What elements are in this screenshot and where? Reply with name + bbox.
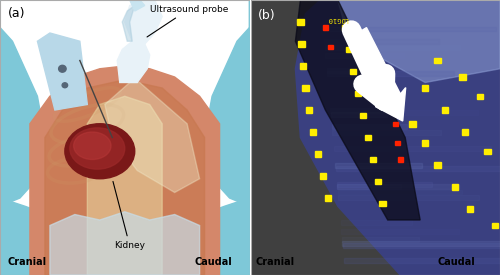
Bar [460, 74, 466, 80]
Bar [434, 58, 441, 63]
Polygon shape [105, 82, 200, 192]
Bar [323, 25, 328, 30]
Bar [342, 243, 500, 248]
Bar [462, 129, 468, 135]
Bar [330, 110, 478, 115]
Polygon shape [174, 198, 250, 275]
Bar [324, 195, 331, 201]
Bar [344, 258, 500, 263]
Ellipse shape [58, 65, 66, 72]
Bar [484, 148, 491, 154]
Bar [332, 130, 441, 135]
Text: Cranial: Cranial [8, 257, 46, 267]
Bar [422, 85, 428, 91]
Ellipse shape [62, 83, 68, 88]
Bar [360, 113, 366, 118]
Bar [338, 195, 479, 200]
Bar [297, 19, 304, 25]
Bar [324, 45, 460, 50]
Bar [326, 68, 387, 73]
Bar [342, 229, 459, 234]
Polygon shape [122, 6, 134, 41]
Polygon shape [296, 0, 500, 275]
Ellipse shape [70, 128, 125, 169]
Bar [327, 71, 454, 76]
Bar [334, 146, 492, 151]
Bar [336, 166, 500, 171]
Ellipse shape [65, 124, 134, 179]
Bar [326, 53, 404, 58]
Bar [320, 173, 326, 179]
Bar [398, 157, 402, 162]
Bar [340, 221, 412, 225]
Text: Caudal: Caudal [438, 257, 476, 267]
Bar [342, 241, 500, 246]
Bar [380, 201, 386, 206]
Polygon shape [204, 0, 250, 206]
Text: Ultrasound probe: Ultrasound probe [147, 5, 228, 37]
Bar [364, 135, 371, 140]
Ellipse shape [74, 132, 111, 160]
Bar [374, 179, 381, 184]
Text: Cranial: Cranial [256, 257, 294, 267]
Bar [337, 182, 432, 187]
Text: Kidney: Kidney [113, 182, 145, 250]
Bar [422, 140, 428, 146]
Bar [392, 122, 398, 126]
Polygon shape [30, 66, 220, 275]
Bar [323, 26, 496, 31]
Bar [324, 40, 439, 45]
Bar [302, 85, 308, 91]
Bar [346, 47, 352, 52]
Bar [306, 107, 312, 113]
Bar [395, 141, 400, 145]
Bar [314, 151, 321, 157]
Bar [467, 206, 473, 212]
Bar [332, 124, 407, 129]
Polygon shape [50, 212, 200, 275]
Text: (b): (b) [258, 9, 276, 22]
Bar [331, 112, 387, 117]
Bar [354, 91, 361, 96]
Bar [452, 184, 458, 190]
Polygon shape [88, 96, 162, 275]
Text: Caudal: Caudal [194, 257, 232, 267]
Text: (a): (a) [8, 7, 25, 20]
FancyArrow shape [349, 28, 406, 121]
Polygon shape [38, 33, 88, 110]
Bar [336, 163, 422, 168]
Bar [350, 69, 356, 74]
Bar [477, 94, 484, 99]
Polygon shape [125, 0, 162, 44]
Bar [370, 157, 376, 162]
Polygon shape [0, 0, 45, 206]
Bar [410, 121, 416, 126]
Bar [310, 129, 316, 135]
Polygon shape [338, 0, 500, 82]
Bar [298, 41, 305, 47]
Polygon shape [45, 80, 204, 275]
Text: LOG10: LOG10 [327, 16, 348, 22]
Polygon shape [296, 0, 420, 220]
Bar [328, 45, 333, 49]
Bar [338, 189, 462, 194]
Bar [442, 107, 448, 113]
Bar [434, 162, 441, 168]
Bar [342, 25, 348, 30]
Bar [337, 184, 400, 189]
Bar [330, 108, 400, 112]
Polygon shape [130, 0, 144, 11]
Bar [337, 184, 459, 189]
Polygon shape [0, 198, 75, 275]
Bar [492, 223, 498, 228]
Bar [342, 237, 419, 242]
Polygon shape [118, 41, 150, 82]
Bar [300, 63, 306, 69]
